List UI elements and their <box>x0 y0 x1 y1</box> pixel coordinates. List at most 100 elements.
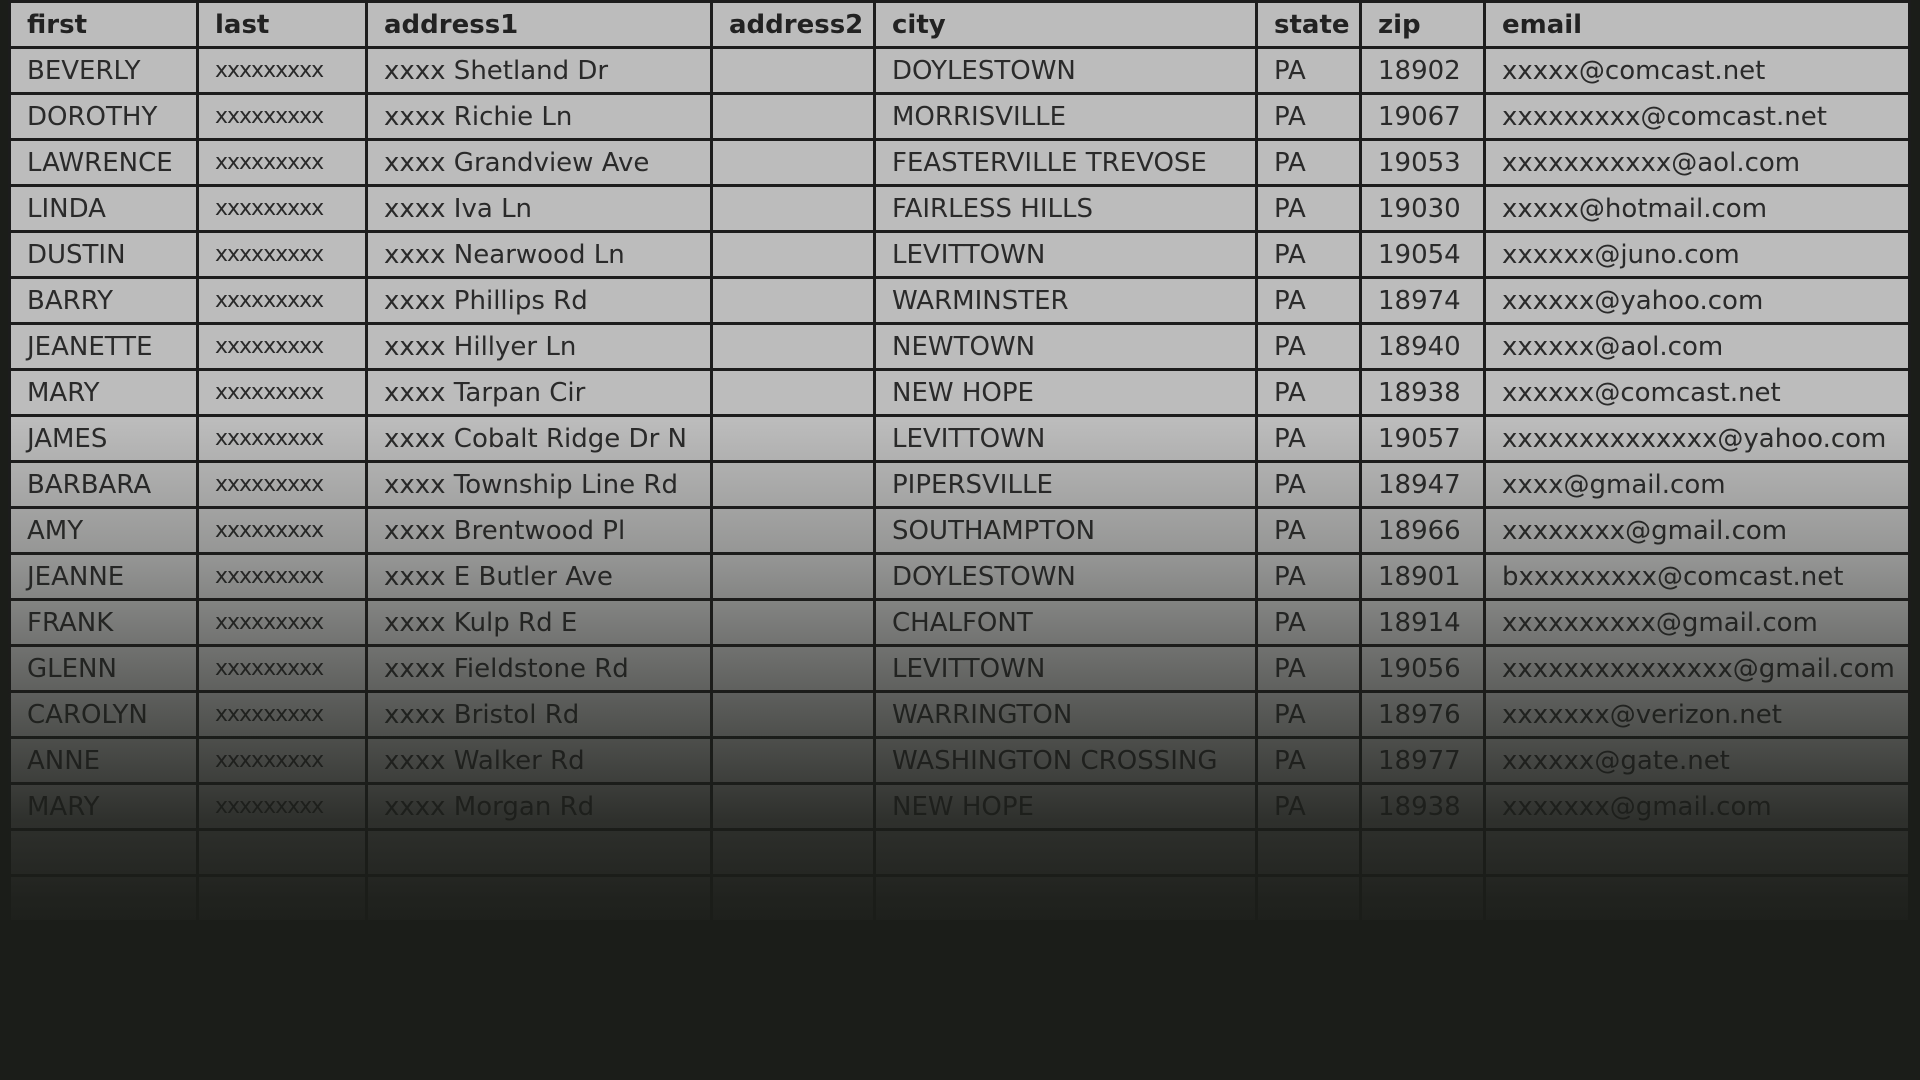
cell-address1[interactable]: xxxx Bristol Rd <box>365 690 713 739</box>
cell-zip[interactable] <box>1359 874 1486 923</box>
cell-zip[interactable]: 18940 <box>1359 322 1486 371</box>
cell-address2[interactable] <box>710 46 876 95</box>
cell-address2[interactable] <box>710 138 876 187</box>
cell-address1[interactable]: xxxx Brentwood Pl <box>365 506 713 555</box>
cell-zip[interactable]: 18914 <box>1359 598 1486 647</box>
cell-zip[interactable]: 19056 <box>1359 644 1486 693</box>
cell-last[interactable]: xxxxxxxxx <box>196 782 368 831</box>
cell-email[interactable]: xxxxxxxxx@comcast.net <box>1483 92 1911 141</box>
cell-zip[interactable]: 18974 <box>1359 276 1486 325</box>
cell-state[interactable]: PA <box>1255 138 1362 187</box>
cell-first[interactable]: MARY <box>8 782 199 831</box>
cell-address2[interactable] <box>710 828 876 877</box>
cell-last[interactable]: xxxxxxxxx <box>196 230 368 279</box>
cell-last[interactable]: xxxxxxxxx <box>196 644 368 693</box>
cell-last[interactable] <box>196 874 368 923</box>
cell-first[interactable]: BARBARA <box>8 460 199 509</box>
cell-zip[interactable]: 19054 <box>1359 230 1486 279</box>
cell-zip[interactable]: 19067 <box>1359 92 1486 141</box>
cell-email[interactable]: xxxxxx@gate.net <box>1483 736 1911 785</box>
cell-city[interactable]: NEW HOPE <box>873 368 1258 417</box>
cell-city[interactable]: DOYLESTOWN <box>873 46 1258 95</box>
cell-address1[interactable]: xxxx Grandview Ave <box>365 138 713 187</box>
cell-first[interactable]: JEANETTE <box>8 322 199 371</box>
cell-zip[interactable]: 18966 <box>1359 506 1486 555</box>
cell-first[interactable]: DUSTIN <box>8 230 199 279</box>
cell-last[interactable]: xxxxxxxxx <box>196 276 368 325</box>
column-header-zip[interactable]: zip <box>1359 0 1486 49</box>
cell-zip[interactable]: 18901 <box>1359 552 1486 601</box>
cell-city[interactable]: WARMINSTER <box>873 276 1258 325</box>
cell-state[interactable]: PA <box>1255 322 1362 371</box>
cell-zip[interactable]: 18902 <box>1359 46 1486 95</box>
cell-state[interactable]: PA <box>1255 46 1362 95</box>
cell-city[interactable]: CHALFONT <box>873 598 1258 647</box>
cell-last[interactable]: xxxxxxxxx <box>196 736 368 785</box>
cell-address2[interactable] <box>710 92 876 141</box>
cell-first[interactable]: LINDA <box>8 184 199 233</box>
cell-address2[interactable] <box>710 782 876 831</box>
cell-zip[interactable]: 18947 <box>1359 460 1486 509</box>
cell-zip[interactable]: 19053 <box>1359 138 1486 187</box>
cell-address2[interactable] <box>710 184 876 233</box>
cell-email[interactable]: xxxxxxxxxxx@aol.com <box>1483 138 1911 187</box>
cell-address2[interactable] <box>710 414 876 463</box>
cell-last[interactable]: xxxxxxxxx <box>196 506 368 555</box>
cell-last[interactable]: xxxxxxxxx <box>196 690 368 739</box>
cell-address1[interactable] <box>365 874 713 923</box>
cell-address1[interactable]: xxxx Nearwood Ln <box>365 230 713 279</box>
cell-first[interactable]: JAMES <box>8 414 199 463</box>
cell-address1[interactable]: xxxx Morgan Rd <box>365 782 713 831</box>
cell-email[interactable]: xxxxxx@aol.com <box>1483 322 1911 371</box>
cell-zip[interactable]: 19030 <box>1359 184 1486 233</box>
cell-last[interactable]: xxxxxxxxx <box>196 92 368 141</box>
cell-address1[interactable]: xxxx Hillyer Ln <box>365 322 713 371</box>
cell-first[interactable] <box>8 828 199 877</box>
cell-address2[interactable] <box>710 598 876 647</box>
cell-city[interactable]: DOYLESTOWN <box>873 552 1258 601</box>
cell-address1[interactable]: xxxx Cobalt Ridge Dr N <box>365 414 713 463</box>
column-header-address1[interactable]: address1 <box>365 0 713 49</box>
cell-first[interactable]: BEVERLY <box>8 46 199 95</box>
cell-address2[interactable] <box>710 460 876 509</box>
column-header-email[interactable]: email <box>1483 0 1911 49</box>
cell-email[interactable]: xxxxxx@yahoo.com <box>1483 276 1911 325</box>
cell-email[interactable]: xxxxxxx@verizon.net <box>1483 690 1911 739</box>
cell-city[interactable]: FEASTERVILLE TREVOSE <box>873 138 1258 187</box>
cell-city[interactable]: LEVITTOWN <box>873 230 1258 279</box>
cell-city[interactable]: NEW HOPE <box>873 782 1258 831</box>
cell-city[interactable]: FAIRLESS HILLS <box>873 184 1258 233</box>
cell-address2[interactable] <box>710 506 876 555</box>
cell-last[interactable]: xxxxxxxxx <box>196 598 368 647</box>
cell-email[interactable]: xxxxxxxxxxxxxxx@gmail.com <box>1483 644 1911 693</box>
cell-first[interactable] <box>8 874 199 923</box>
cell-state[interactable]: PA <box>1255 690 1362 739</box>
cell-first[interactable]: JEANNE <box>8 552 199 601</box>
cell-city[interactable]: NEWTOWN <box>873 322 1258 371</box>
cell-address1[interactable]: xxxx Walker Rd <box>365 736 713 785</box>
cell-address1[interactable]: xxxx Township Line Rd <box>365 460 713 509</box>
cell-last[interactable] <box>196 828 368 877</box>
cell-state[interactable] <box>1255 828 1362 877</box>
cell-email[interactable]: xxxxxx@comcast.net <box>1483 368 1911 417</box>
cell-state[interactable]: PA <box>1255 782 1362 831</box>
cell-last[interactable]: xxxxxxxxx <box>196 552 368 601</box>
cell-email[interactable]: xxxxxxxxxxxxxx@yahoo.com <box>1483 414 1911 463</box>
cell-first[interactable]: AMY <box>8 506 199 555</box>
cell-address1[interactable]: xxxx E Butler Ave <box>365 552 713 601</box>
cell-city[interactable]: LEVITTOWN <box>873 644 1258 693</box>
cell-state[interactable]: PA <box>1255 460 1362 509</box>
column-header-first[interactable]: first <box>8 0 199 49</box>
cell-state[interactable]: PA <box>1255 644 1362 693</box>
column-header-last[interactable]: last <box>196 0 368 49</box>
cell-city[interactable]: LEVITTOWN <box>873 414 1258 463</box>
cell-city[interactable]: MORRISVILLE <box>873 92 1258 141</box>
cell-address2[interactable] <box>710 322 876 371</box>
cell-address2[interactable] <box>710 644 876 693</box>
cell-email[interactable]: xxxxxx@juno.com <box>1483 230 1911 279</box>
cell-first[interactable]: ANNE <box>8 736 199 785</box>
cell-zip[interactable]: 19057 <box>1359 414 1486 463</box>
cell-zip[interactable]: 18977 <box>1359 736 1486 785</box>
cell-zip[interactable]: 18938 <box>1359 368 1486 417</box>
cell-email[interactable]: bxxxxxxxxx@comcast.net <box>1483 552 1911 601</box>
